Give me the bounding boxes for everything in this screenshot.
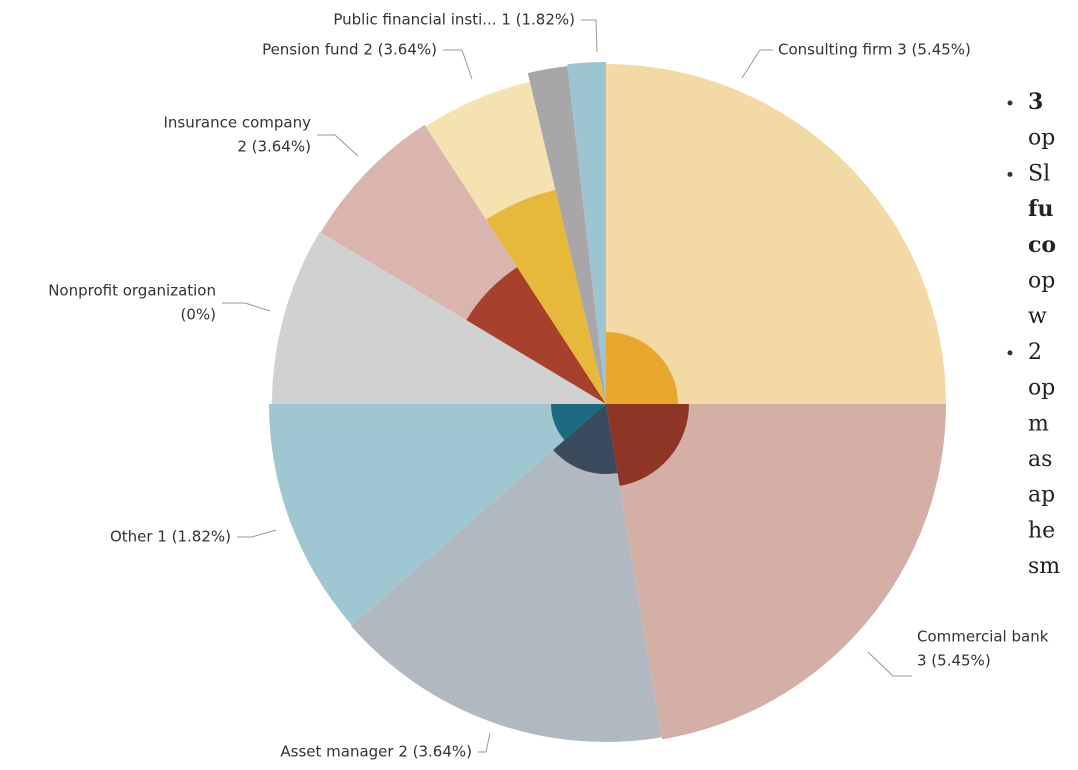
- slice: [350, 404, 662, 742]
- side-text: sm: [1028, 554, 1060, 579]
- side-text: 3: [1028, 89, 1043, 115]
- side-text: he: [1028, 518, 1055, 543]
- slice-label: Pension fund 2 (3.64%): [262, 41, 437, 59]
- slice-label: 2 (3.64%): [237, 138, 311, 156]
- slice-label: Other 1 (1.82%): [110, 528, 231, 546]
- slice: [606, 64, 946, 404]
- leader-line: [581, 19, 598, 53]
- leader-line: [222, 302, 271, 312]
- inner-slice: [466, 267, 606, 404]
- slice-label: Public financial insti... 1 (1.82%): [333, 11, 575, 29]
- leader-line: [317, 134, 359, 157]
- leader-line: [443, 49, 473, 80]
- side-text: as: [1028, 447, 1052, 472]
- side-text: co: [1028, 232, 1056, 258]
- side-text: ap: [1028, 483, 1055, 508]
- slice-label: Insurance company: [164, 114, 312, 132]
- slice-label: (0%): [180, 306, 216, 324]
- slice: [269, 404, 606, 626]
- side-text: 2: [1028, 340, 1042, 365]
- slice: [527, 66, 606, 404]
- slice-label: Asset manager 2 (3.64%): [280, 743, 472, 761]
- inner-slice: [486, 189, 606, 404]
- side-text: op: [1028, 269, 1055, 294]
- slice-label: 3 (5.45%): [917, 652, 991, 670]
- side-text: w: [1028, 304, 1047, 329]
- inner-slice: [551, 404, 606, 441]
- slice: [272, 231, 606, 404]
- bullet: [1007, 350, 1013, 356]
- side-text: fu: [1028, 196, 1053, 222]
- bullet: [1007, 171, 1013, 177]
- leader-line: [478, 732, 491, 753]
- inner-slice: [606, 332, 678, 404]
- slice-label: Commercial bank: [917, 628, 1049, 646]
- leader-line: [741, 49, 773, 79]
- slice-label: Nonprofit organization: [48, 282, 216, 300]
- side-text: Sl: [1028, 161, 1050, 186]
- leader-line: [237, 529, 277, 538]
- inner-slice: [553, 404, 618, 474]
- side-text: op: [1028, 126, 1055, 151]
- side-text: op: [1028, 376, 1055, 401]
- slice: [567, 62, 606, 404]
- slice: [606, 404, 946, 740]
- leader-line: [867, 651, 912, 677]
- slice-label: Consulting firm 3 (5.45%): [778, 41, 971, 59]
- bullet: [1007, 100, 1013, 106]
- side-text: m: [1028, 411, 1049, 436]
- inner-slice: [606, 404, 689, 486]
